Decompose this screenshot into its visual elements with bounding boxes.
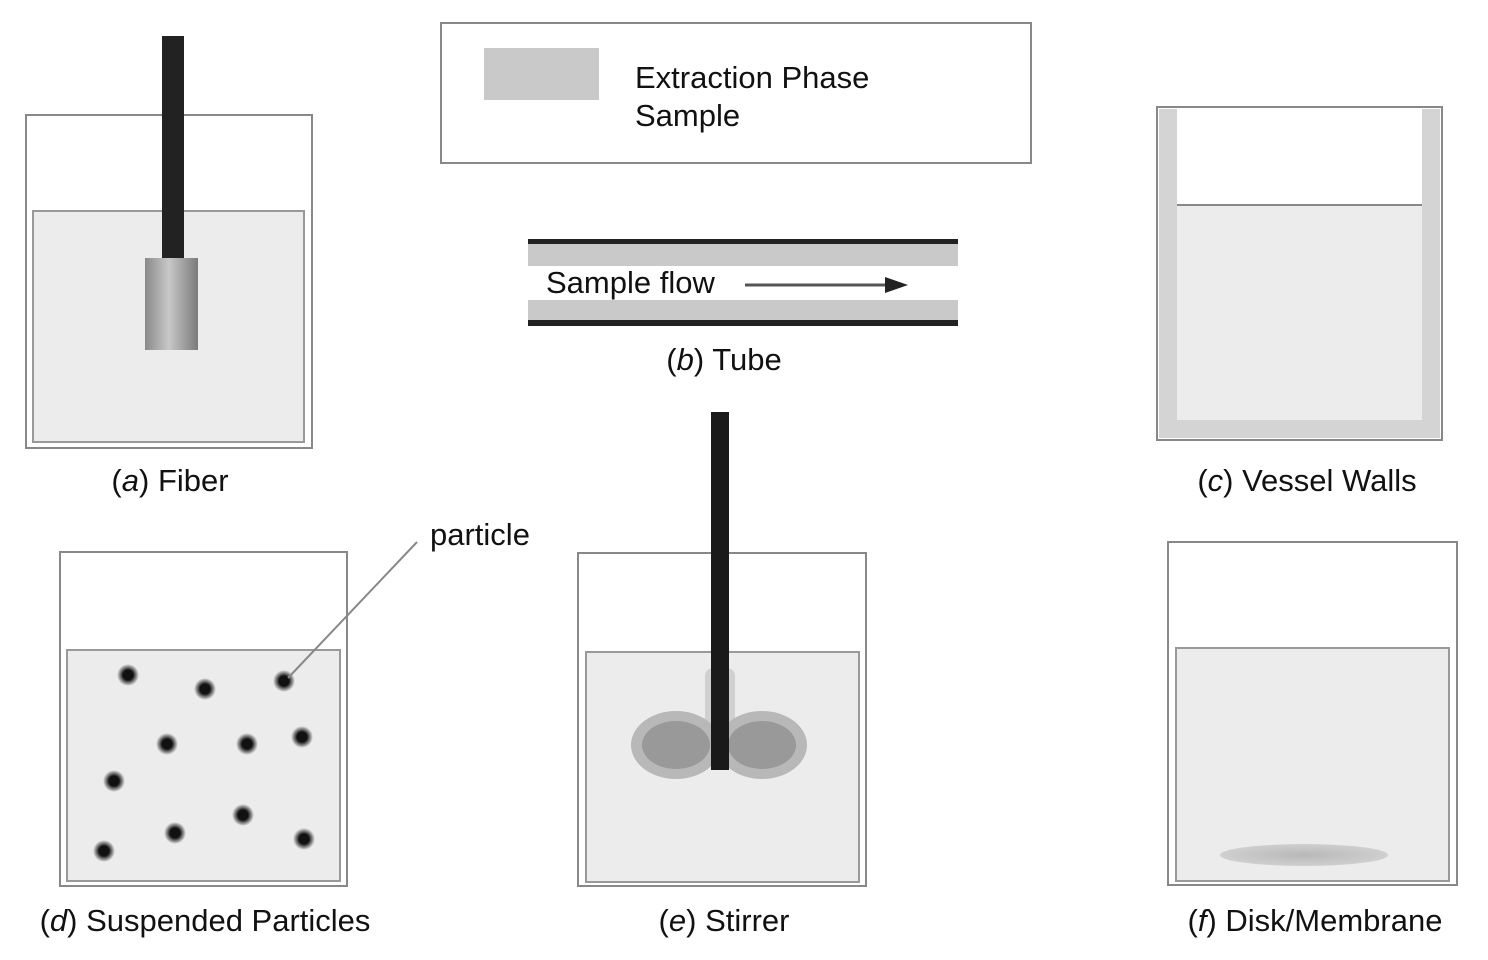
panel-fiber: (a) Fiber	[25, 36, 313, 498]
tube-top-wall	[528, 239, 958, 244]
stirrer-blade-left	[642, 721, 710, 769]
particle-callout: particle	[430, 517, 530, 552]
particle-dot	[236, 733, 258, 755]
particle-dot	[93, 840, 115, 862]
particles-caption-name: Suspended Particles	[86, 903, 370, 938]
legend-sample-label: Sample	[635, 98, 740, 133]
fiber-coating	[145, 258, 198, 350]
particles-caption-letter: d	[50, 903, 69, 938]
particle-dot	[156, 733, 178, 755]
particle-dot	[164, 822, 186, 844]
walls-bottom-coating	[1159, 420, 1440, 438]
walls-right-coating	[1422, 109, 1440, 438]
disk-membrane	[1220, 844, 1388, 866]
particle-dot	[103, 770, 125, 792]
tube-caption: (b) Tube	[666, 342, 781, 377]
particle-dot	[291, 726, 313, 748]
walls-left-coating	[1159, 109, 1177, 438]
panel-vessel-walls: (c) Vessel Walls	[1156, 106, 1443, 498]
panel-disk-membrane: (f) Disk/Membrane	[1167, 541, 1458, 938]
particle-dot	[232, 804, 254, 826]
stirrer-shaft	[711, 412, 729, 770]
tube-bottom-wall	[528, 320, 958, 326]
walls-caption-name: Vessel Walls	[1242, 463, 1417, 498]
legend: Extraction Phase Sample	[440, 22, 1032, 164]
walls-caption-letter: c	[1208, 463, 1224, 498]
fiber-caption: (a) Fiber	[111, 463, 228, 498]
tube-top-coating	[528, 244, 958, 266]
tube-caption-letter: b	[677, 342, 694, 377]
fiber-rod	[162, 36, 184, 260]
disk-caption-letter: f	[1198, 903, 1210, 938]
disk-caption-name: Disk/Membrane	[1225, 903, 1442, 938]
walls-caption: (c) Vessel Walls	[1197, 463, 1416, 498]
tube-caption-name: Tube	[712, 342, 782, 377]
tube-flow-label: Sample flow	[546, 265, 715, 300]
fiber-caption-letter: a	[122, 463, 139, 498]
panel-stirrer: (e) Stirrer	[577, 412, 867, 938]
particles-caption: (d) Suspended Particles	[40, 903, 371, 938]
flow-arrow-head	[885, 277, 908, 293]
particle-dot	[293, 828, 315, 850]
disk-sample	[1175, 647, 1450, 882]
tube-bottom-coating	[528, 300, 958, 320]
stirrer-caption-name: Stirrer	[705, 903, 789, 938]
particle-leader-line	[287, 541, 418, 679]
particle-dot	[117, 664, 139, 686]
stirrer-caption: (e) Stirrer	[659, 903, 790, 938]
fiber-caption-name: Fiber	[158, 463, 229, 498]
particle-dot	[194, 678, 216, 700]
stirrer-blade-right	[728, 721, 796, 769]
legend-extraction-swatch	[484, 48, 599, 100]
panel-tube: Sample flow (b) Tube	[528, 239, 958, 377]
disk-caption: (f) Disk/Membrane	[1188, 903, 1443, 938]
stirrer-caption-letter: e	[669, 903, 686, 938]
walls-sample	[1177, 205, 1422, 420]
legend-extraction-label: Extraction Phase	[635, 60, 869, 95]
panel-suspended-particles: particle (d) Suspended Particles	[40, 517, 530, 938]
